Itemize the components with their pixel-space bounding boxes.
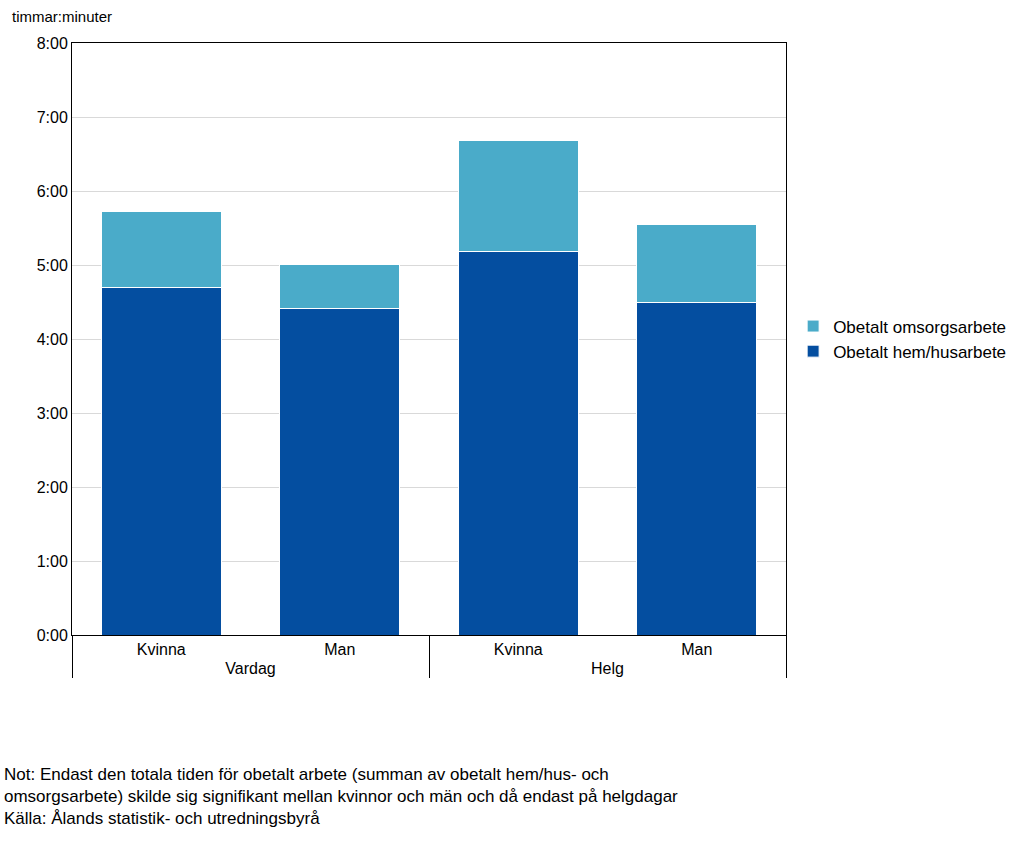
svg-text:3:00: 3:00 (37, 405, 68, 422)
svg-text:Obetalt hem/husarbete: Obetalt hem/husarbete (833, 343, 1006, 362)
svg-text:Obetalt omsorgsarbete: Obetalt omsorgsarbete (833, 318, 1006, 337)
svg-text:6:00: 6:00 (37, 183, 68, 200)
svg-text:Vardag: Vardag (225, 660, 275, 677)
svg-text:Kvinna: Kvinna (137, 641, 186, 658)
svg-text:7:00: 7:00 (37, 109, 68, 126)
svg-text:5:00: 5:00 (37, 257, 68, 274)
svg-text:4:00: 4:00 (37, 331, 68, 348)
svg-text:1:00: 1:00 (37, 553, 68, 570)
svg-text:Man: Man (324, 641, 355, 658)
svg-text:8:00: 8:00 (37, 35, 68, 52)
svg-text:Kvinna: Kvinna (494, 641, 543, 658)
svg-text:2:00: 2:00 (37, 479, 68, 496)
svg-text:Helg: Helg (591, 660, 624, 677)
svg-text:Man: Man (681, 641, 712, 658)
svg-text:0:00: 0:00 (37, 627, 68, 644)
svg-text:timmar:minuter: timmar:minuter (12, 8, 112, 25)
svg-text:Not: Endast den totala tiden f: Not: Endast den totala tiden för obetalt… (4, 765, 678, 828)
